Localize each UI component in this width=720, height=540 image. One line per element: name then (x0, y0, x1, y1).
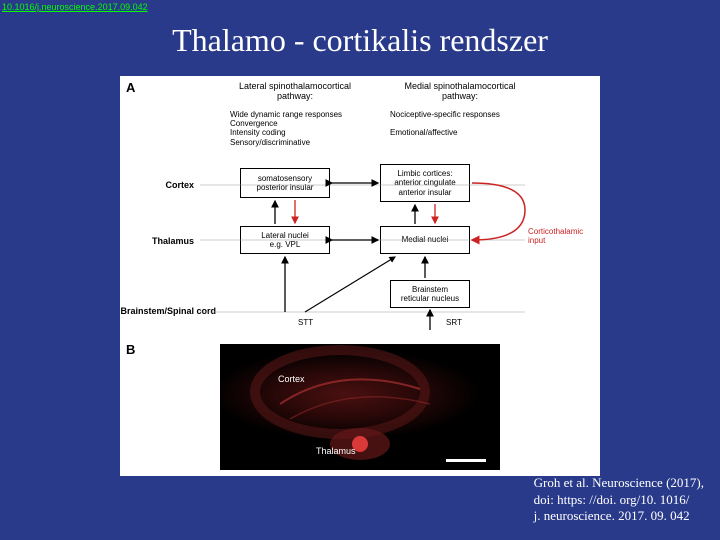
left-pathway-header: Lateral spinothalamocortical pathway: (230, 82, 360, 102)
label-stt: STT (298, 318, 313, 327)
left-pathway-desc: Wide dynamic range responses Convergence… (230, 110, 370, 147)
doi-link[interactable]: 10.1016/j.neuroscience.2017.09.042 (2, 2, 148, 12)
row-label-thalamus: Thalamus (124, 236, 194, 246)
box-cortex-left: somatosensory posterior insular (240, 168, 330, 198)
brain-svg (220, 344, 500, 470)
row-label-cortex: Cortex (124, 180, 194, 190)
citation-line2: doi: https: //doi. org/10. 1016/ (534, 492, 704, 508)
panel-a-label: A (126, 80, 135, 95)
brain-image (220, 344, 500, 470)
scale-bar (446, 459, 486, 462)
right-pathway-desc: Nociceptive-specific responses Emotional… (390, 110, 540, 138)
box-cortex-right: Limbic cortices: anterior cingulate ante… (380, 164, 470, 202)
panel-a: A Lateral spinothalamocortical pathway: … (120, 80, 600, 340)
figure-container: A Lateral spinothalamocortical pathway: … (120, 76, 600, 476)
box-thal-right: Medial nuclei (380, 226, 470, 254)
right-pathway-header: Medial spinothalamocortical pathway: (390, 82, 530, 102)
box-thal-left: Lateral nuclei e.g. VPL (240, 226, 330, 254)
label-srt: SRT (446, 318, 462, 327)
box-brainstem-right: Brainstem reticular nucleus (390, 280, 470, 308)
row-label-brainstem: Brainstem/Spinal cord (116, 306, 216, 316)
panel-b: Cortex Thalamus (220, 344, 500, 470)
citation: Groh et al. Neuroscience (2017), doi: ht… (534, 475, 704, 524)
citation-line3: j. neuroscience. 2017. 09. 042 (534, 508, 704, 524)
brain-label-cortex: Cortex (278, 374, 305, 384)
citation-line1: Groh et al. Neuroscience (2017), (534, 475, 704, 491)
brain-label-thalamus: Thalamus (316, 446, 356, 456)
panel-b-label: B (126, 342, 135, 357)
page-title: Thalamo - cortikalis rendszer (0, 22, 720, 59)
label-corticothalamic: Corticothalamic input (528, 228, 583, 246)
